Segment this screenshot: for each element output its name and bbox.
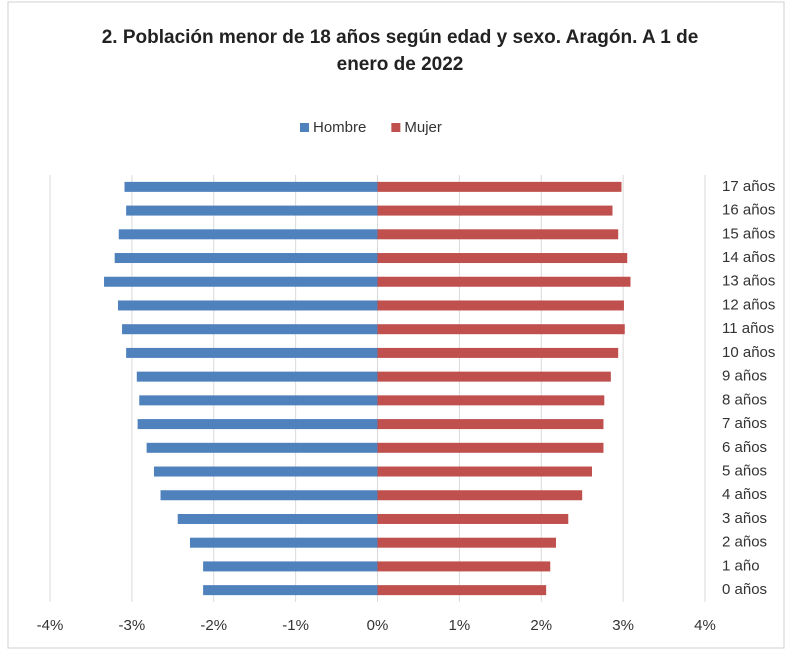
bar [122, 324, 378, 335]
y-tick-label: 4 años [722, 486, 767, 503]
y-tick-label: 1 año [722, 557, 760, 574]
x-tick-label: -3% [119, 617, 146, 634]
bar [160, 490, 378, 501]
chart-title: 2. Población menor de 18 años según edad… [101, 27, 699, 75]
y-tick-label: 7 años [722, 415, 767, 432]
x-tick-label: 0% [367, 617, 389, 634]
y-tick-label: 8 años [722, 391, 767, 408]
bar [117, 300, 378, 311]
bar [124, 181, 378, 192]
bar [203, 585, 378, 596]
bar [137, 419, 378, 430]
y-tick-label: 2 años [722, 534, 767, 551]
x-tick-label: 4% [694, 617, 716, 634]
bar [139, 395, 378, 406]
x-tick-label: -2% [200, 617, 227, 634]
y-tick-label: 12 años [722, 296, 775, 313]
y-tick-label: 0 años [722, 581, 767, 598]
y-tick-label: 11 años [722, 320, 774, 337]
bar [377, 466, 593, 477]
bar [146, 442, 378, 453]
y-tick-label: 14 años [722, 249, 775, 266]
bar [377, 229, 619, 240]
bar [377, 276, 631, 287]
bar [377, 347, 619, 358]
y-tick-label: 5 años [722, 462, 767, 479]
bar [377, 395, 605, 406]
bar [377, 537, 556, 548]
y-tick-label: 15 años [722, 225, 775, 242]
bar [377, 442, 604, 453]
x-tick-label: 2% [530, 617, 552, 634]
x-tick-label: 1% [449, 617, 471, 634]
bar [126, 347, 378, 358]
y-tick-label: 16 años [722, 202, 775, 219]
y-tick-label: 6 años [722, 439, 767, 456]
bar [377, 585, 547, 596]
x-tick-label: -4% [37, 617, 64, 634]
bar [153, 466, 378, 477]
bar [190, 537, 378, 548]
bar [377, 300, 624, 311]
legend-label: Hombre [313, 119, 366, 136]
bar [377, 513, 569, 524]
y-tick-label: 9 años [722, 368, 767, 385]
y-tick-label: 13 años [722, 273, 775, 290]
bar [114, 253, 378, 264]
legend-swatch [391, 123, 401, 132]
bar [377, 561, 551, 572]
bar [126, 205, 378, 216]
bar [377, 419, 604, 430]
bar [118, 229, 378, 240]
bar [203, 561, 378, 572]
bar [377, 181, 622, 192]
y-tick-label: 3 años [722, 510, 767, 527]
x-tick-label: 3% [612, 617, 634, 634]
y-tick-label: 10 años [722, 344, 775, 361]
y-tick-label: 17 años [722, 178, 775, 195]
chart-frame [7, 1, 785, 649]
legend-label: Mujer [404, 119, 442, 136]
bar [377, 371, 611, 382]
bar [104, 276, 378, 287]
bar [377, 324, 625, 335]
bar [177, 513, 378, 524]
bar [377, 490, 583, 501]
bar [136, 371, 378, 382]
x-tick-label: -1% [282, 617, 309, 634]
bar [377, 205, 613, 216]
legend-swatch [300, 123, 309, 132]
bar [377, 253, 628, 264]
